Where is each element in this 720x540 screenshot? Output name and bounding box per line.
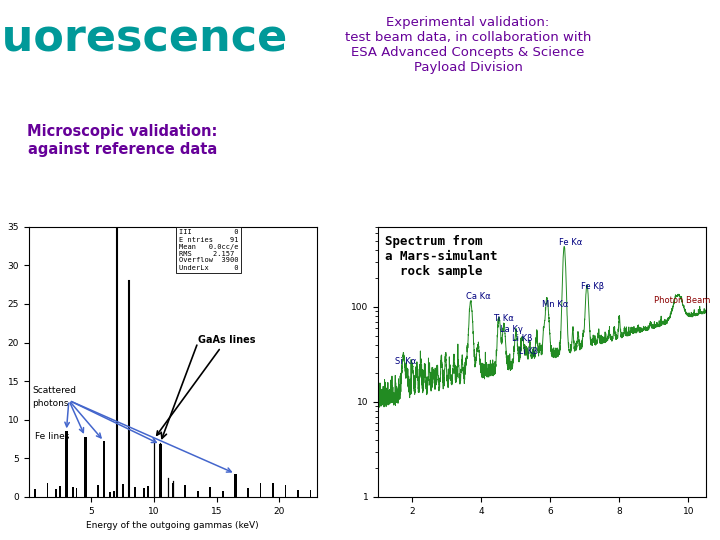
Bar [113, 491, 114, 497]
Bar [235, 490, 236, 497]
Bar [197, 491, 199, 497]
Bar [159, 492, 161, 497]
Bar [284, 485, 287, 497]
Bar [76, 488, 77, 497]
Text: Photon Beam: Photon Beam [654, 296, 710, 305]
Text: III          0
E ntries    91
Mean   0.0cc/e
RMS     2.157
Overflow  3900
UnderL: III 0 E ntries 91 Mean 0.0cc/e RMS 2.157… [179, 230, 238, 271]
Bar [222, 491, 224, 497]
Bar [184, 487, 186, 497]
Bar [143, 488, 145, 497]
Bar [260, 483, 261, 497]
Text: Scattered: Scattered [32, 386, 76, 395]
Bar [284, 487, 287, 497]
Text: Fe lines: Fe lines [35, 432, 69, 441]
Bar [34, 489, 36, 497]
X-axis label: Energy of the outgoing gammas (keV): Energy of the outgoing gammas (keV) [86, 521, 259, 530]
Text: Spectrum from
a Mars-simulant
  rock sample: Spectrum from a Mars-simulant rock sampl… [384, 235, 497, 278]
Bar [72, 487, 73, 497]
Bar [247, 492, 249, 497]
Text: Ca Kα: Ca Kα [466, 293, 490, 301]
Text: Fe Kα: Fe Kα [559, 238, 582, 247]
Text: Fe Kβ: Fe Kβ [582, 282, 605, 291]
Bar [65, 431, 68, 497]
Bar [59, 485, 61, 497]
Bar [297, 490, 299, 497]
Bar [184, 484, 186, 497]
Bar [147, 486, 148, 497]
Text: La Kγ: La Kγ [500, 325, 523, 334]
Bar [210, 487, 211, 497]
Bar [96, 485, 99, 497]
Text: Li Kβ: Li Kβ [513, 334, 533, 343]
Bar [297, 491, 299, 497]
Bar [234, 474, 237, 497]
Text: Ti Kα: Ti Kα [493, 314, 514, 322]
Text: photons: photons [32, 399, 69, 408]
Text: Li Kβ: Li Kβ [519, 347, 538, 356]
Bar [159, 444, 162, 497]
Bar [47, 483, 48, 497]
Text: GaAs lines: GaAs lines [157, 334, 256, 435]
Bar [102, 441, 105, 497]
Bar [272, 490, 274, 497]
Bar [55, 489, 57, 497]
Text: Si Kα: Si Kα [395, 357, 416, 366]
Bar [260, 489, 261, 497]
Bar [109, 492, 111, 497]
Bar [222, 491, 224, 497]
Bar [247, 488, 249, 497]
Bar [135, 487, 136, 497]
Text: Experimental validation:
test beam data, in collaboration with
ESA Advanced Conc: Experimental validation: test beam data,… [345, 16, 591, 74]
Bar [122, 484, 124, 497]
Bar [84, 491, 86, 497]
Bar [197, 492, 199, 497]
Bar [272, 483, 274, 497]
Bar [210, 491, 211, 497]
Text: Mn Kα: Mn Kα [541, 300, 568, 309]
Bar [310, 490, 312, 497]
Text: Microscopic validation:
against reference data: Microscopic validation: against referenc… [27, 124, 217, 157]
Bar [96, 491, 99, 497]
Bar [84, 437, 86, 497]
Bar [172, 483, 174, 497]
Text: Fluorescence: Fluorescence [0, 16, 288, 59]
